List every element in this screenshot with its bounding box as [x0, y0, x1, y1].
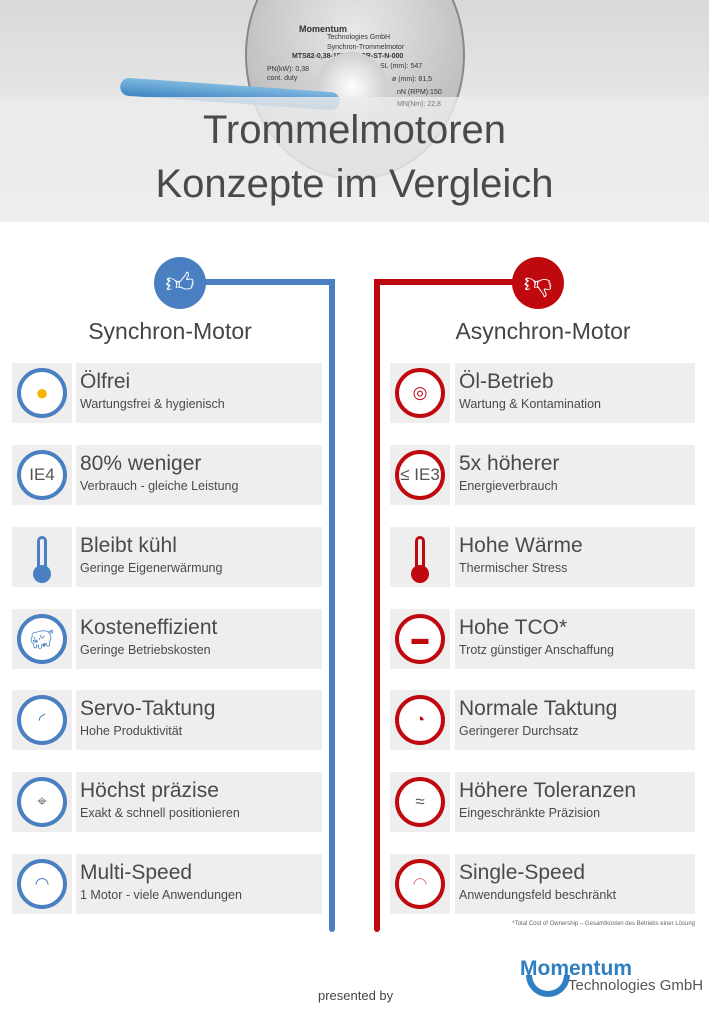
- feature-subtitle: Thermischer Stress: [459, 561, 568, 575]
- single-speed-icon: ◠: [395, 859, 445, 909]
- right-feature-item: Hohe TCO* Trotz günstiger Anschaffung: [455, 609, 695, 669]
- motor-diameter: ø (mm): 81,5: [392, 76, 433, 83]
- footnote: *Total Cost of Ownership – Gesamtkosten …: [512, 921, 695, 927]
- feature-subtitle: Energieverbrauch: [459, 479, 558, 493]
- left-icon-box: 🐖︎: [12, 609, 72, 669]
- thumbs-up-icon: 👍︎: [154, 257, 206, 309]
- logo-company: Technologies GmbH: [568, 977, 704, 994]
- right-feature-item: Höhere Toleranzen Eingeschränkte Präzisi…: [455, 772, 695, 832]
- presented-by: presented by: [318, 988, 394, 1003]
- right-feature-item: Öl-Betrieb Wartung & Kontamination: [455, 363, 695, 423]
- left-feature-item: Multi-Speed 1 Motor - viele Anwendungen: [76, 854, 322, 914]
- blue-line: [329, 279, 335, 932]
- left-icon-box: [12, 527, 72, 587]
- motor-brand: Momentum: [299, 24, 347, 34]
- right-feature-item: Normale Taktung Geringerer Durchsatz: [455, 690, 695, 750]
- right-icon-box: ◔: [390, 690, 450, 750]
- left-feature-item: Ölfrei Wartungsfrei & hygienisch: [76, 363, 322, 423]
- right-icon-box: ▬: [390, 609, 450, 669]
- feature-subtitle: Eingeschränkte Präzision: [459, 806, 601, 820]
- right-icon-box: [390, 527, 450, 587]
- money-icon: ▬: [395, 614, 445, 664]
- feature-subtitle: Geringerer Durchsatz: [459, 724, 579, 738]
- feature-subtitle: Verbrauch - gleiche Leistung: [80, 479, 239, 493]
- left-feature-item: Höchst präzise Exakt & schnell positioni…: [76, 772, 322, 832]
- right-feature-item: Hohe Wärme Thermischer Stress: [455, 527, 695, 587]
- red-line: [374, 279, 380, 932]
- feature-subtitle: Hohe Produktivität: [80, 724, 183, 738]
- motor-torque: MN(Nm): 22,8: [397, 101, 441, 108]
- feature-title: Normale Taktung: [459, 697, 618, 720]
- feature-subtitle: 1 Motor - viele Anwendungen: [80, 888, 242, 902]
- feature-title: Single-Speed: [459, 861, 586, 884]
- asynchron-heading: Asynchron-Motor: [455, 318, 631, 344]
- motor-sl: SL (mm): 547: [380, 63, 423, 70]
- feature-subtitle: Geringe Eigenerwärmung: [80, 561, 223, 575]
- right-icon-box: ◠: [390, 854, 450, 914]
- right-icon-box: ≤ IE3: [390, 445, 450, 505]
- feature-title: Öl-Betrieb: [459, 370, 554, 393]
- oil-bath-icon: ◎: [395, 368, 445, 418]
- right-feature-item: 5x höherer Energieverbrauch: [455, 445, 695, 505]
- left-feature-item: 80% weniger Verbrauch - gleiche Leistung: [76, 445, 322, 505]
- feature-title: Servo-Taktung: [80, 697, 216, 720]
- right-feature-item: Single-Speed Anwendungsfeld beschränkt: [455, 854, 695, 914]
- logo-swoosh-icon: [526, 975, 570, 997]
- feature-title: Ölfrei: [80, 370, 131, 393]
- header-image: Momentum Technologies GmbH Synchron-Trom…: [0, 0, 709, 222]
- left-feature-item: Servo-Taktung Hohe Produktivität: [76, 690, 322, 750]
- feature-title: Multi-Speed: [80, 861, 193, 884]
- target-icon: ⌖: [17, 777, 67, 827]
- feature-title: Höchst präzise: [80, 779, 219, 802]
- motor-company: Technologies GmbH: [327, 34, 391, 41]
- feature-title: Höhere Toleranzen: [459, 779, 637, 802]
- left-icon-box: ◜: [12, 690, 72, 750]
- synchron-heading: Synchron-Motor: [88, 318, 252, 344]
- piggy-bank-icon: 🐖︎: [17, 614, 67, 664]
- thermometer-low-icon: [33, 536, 51, 583]
- thermometer-high-icon: [411, 536, 429, 583]
- left-icon-box: ⌖: [12, 772, 72, 832]
- approx-icon: ≈: [395, 777, 445, 827]
- momentum-logo: Momentum Technologies GmbH: [520, 957, 704, 997]
- feature-subtitle: Geringe Betriebskosten: [80, 643, 211, 657]
- motor-power: PN(kW): 0,38: [267, 66, 310, 73]
- left-feature-item: Kosteneffizient Geringe Betriebskosten: [76, 609, 322, 669]
- left-icon-box: ●: [12, 363, 72, 423]
- feature-title: Kosteneffizient: [80, 616, 218, 639]
- feature-title: Hohe TCO*: [459, 616, 568, 639]
- feature-title: 80% weniger: [80, 452, 202, 475]
- motor-rpm: nN (RPM):150: [397, 89, 442, 96]
- title-line-2: Konzepte im Vergleich: [155, 162, 554, 206]
- title-line-1: Trommelmotoren: [202, 108, 507, 152]
- feature-title: Hohe Wärme: [459, 534, 583, 557]
- right-icon-box: ◎: [390, 363, 450, 423]
- title-band: [0, 97, 709, 222]
- feature-subtitle: Wartungsfrei & hygienisch: [80, 397, 225, 411]
- feature-subtitle: Wartung & Kontamination: [459, 397, 601, 411]
- feature-title: Bleibt kühl: [80, 534, 177, 557]
- motor-duty: cont. duty: [267, 75, 298, 82]
- thumbs-down-icon: 👎︎: [512, 257, 564, 309]
- multi-speed-icon: ◠: [17, 859, 67, 909]
- logo-brand: Momentum: [520, 957, 632, 980]
- feature-title: 5x höherer: [459, 452, 560, 475]
- fast-cycle-icon: ◜: [17, 695, 67, 745]
- left-feature-item: Bleibt kühl Geringe Eigenerwärmung: [76, 527, 322, 587]
- left-icon-box: ◠: [12, 854, 72, 914]
- ie3-icon: ≤ IE3: [395, 450, 445, 500]
- feature-subtitle: Trotz günstiger Anschaffung: [459, 643, 614, 657]
- motor-type: Synchron-Trommelmotor: [327, 44, 405, 51]
- feature-subtitle: Exakt & schnell positionieren: [80, 806, 240, 820]
- ie4-icon: IE4: [17, 450, 67, 500]
- left-icon-box: IE4: [12, 445, 72, 505]
- red-line-top: [374, 279, 514, 285]
- blue-line-top: [205, 279, 335, 285]
- no-oil-icon: ●: [17, 368, 67, 418]
- feature-subtitle: Anwendungsfeld beschränkt: [459, 888, 617, 902]
- slow-cycle-icon: ◔: [395, 695, 445, 745]
- right-icon-box: ≈: [390, 772, 450, 832]
